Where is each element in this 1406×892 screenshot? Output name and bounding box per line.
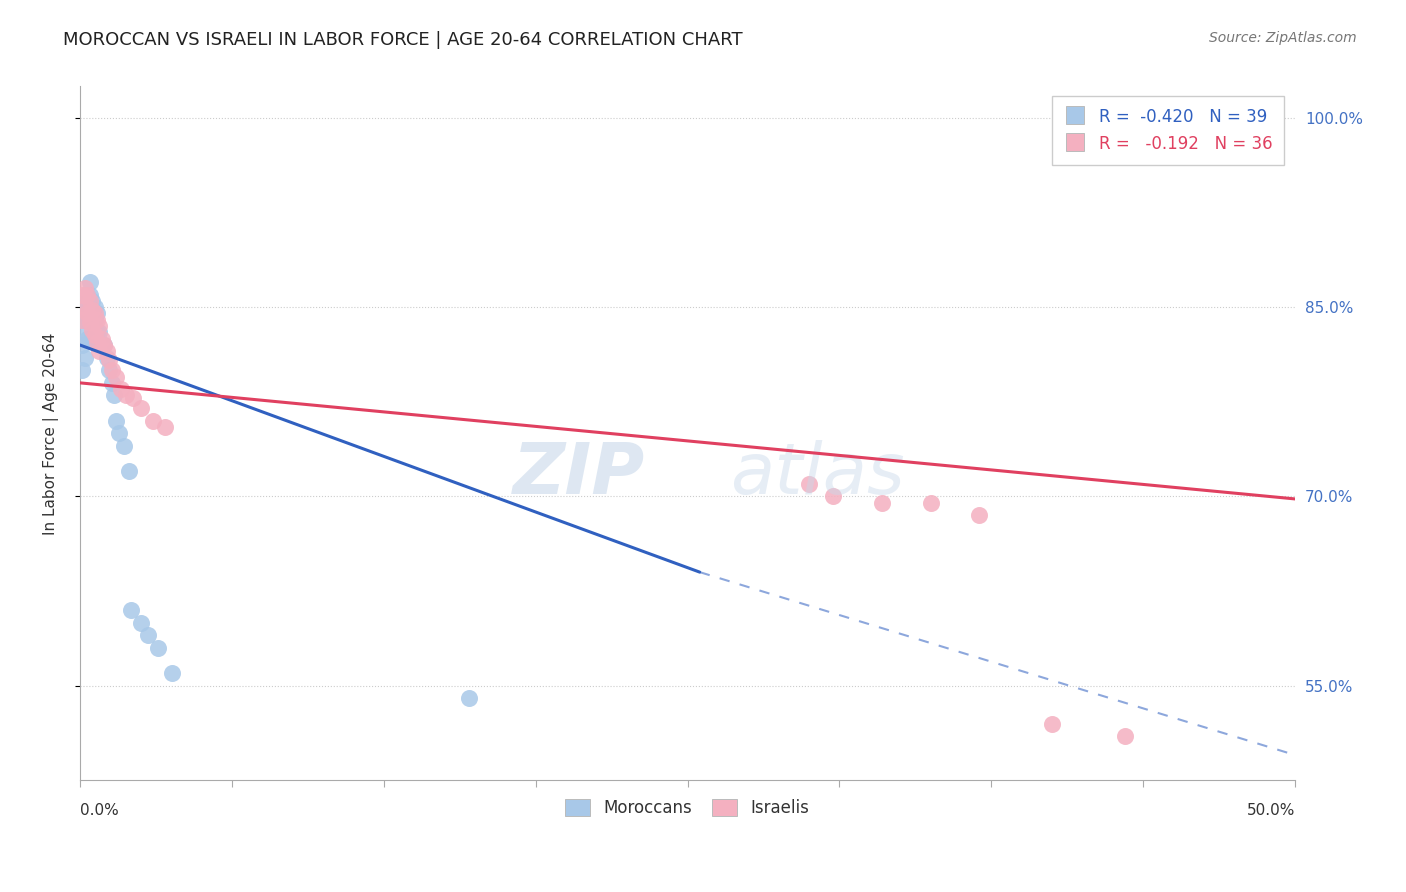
Point (89, 326, 111, 340)
Point (105, 414, 128, 428)
Point (76, 312, 98, 326)
Point (83, 300, 105, 314)
Point (83, 332, 105, 346)
Point (82, 293, 104, 308)
Point (129, 401, 152, 416)
Point (86, 326, 108, 340)
Point (86, 335, 108, 350)
Point (162, 666, 184, 681)
Point (72, 312, 94, 326)
Point (73, 281, 96, 295)
Point (129, 615, 152, 630)
Point (72, 363, 94, 377)
Point (120, 603, 142, 617)
Point (72, 312, 94, 326)
Point (86, 306, 108, 320)
Point (79, 293, 101, 308)
Point (76, 287, 98, 301)
Point (108, 426, 131, 441)
Point (83, 312, 105, 326)
Point (112, 439, 135, 453)
Point (100, 363, 122, 377)
Point (153, 420, 176, 434)
Point (110, 382, 132, 396)
Point (72, 338, 94, 352)
Point (115, 388, 138, 402)
Point (136, 628, 159, 642)
Point (76, 332, 98, 346)
Point (86, 312, 108, 326)
Point (967, 508, 990, 523)
Point (1040, 716, 1063, 731)
Point (920, 496, 942, 510)
Point (82, 302, 104, 317)
Text: Source: ZipAtlas.com: Source: ZipAtlas.com (1209, 31, 1357, 45)
Point (73, 293, 96, 308)
Point (103, 388, 125, 402)
Point (73, 300, 96, 314)
Point (79, 287, 101, 301)
Point (73, 351, 96, 365)
Text: 50.0%: 50.0% (1247, 803, 1295, 818)
Point (93, 338, 115, 352)
Legend: Moroccans, Israelis: Moroccans, Israelis (558, 792, 817, 824)
Point (73, 326, 96, 340)
Point (98, 363, 121, 377)
Point (98, 353, 121, 368)
Text: 0.0%: 0.0% (80, 803, 118, 818)
Point (76, 300, 98, 314)
Point (82, 323, 104, 337)
Point (79, 275, 101, 289)
Point (93, 338, 115, 352)
Point (146, 640, 169, 655)
Point (79, 315, 101, 329)
Point (870, 496, 893, 510)
Point (89, 344, 111, 359)
Point (105, 369, 128, 384)
Point (90, 332, 112, 346)
Point (457, 691, 479, 706)
Point (82, 332, 104, 346)
Point (79, 300, 101, 314)
Point (82, 312, 104, 326)
Point (142, 414, 165, 428)
Point (797, 476, 820, 491)
Text: ZIP: ZIP (513, 441, 645, 509)
Point (83, 306, 105, 320)
Point (89, 319, 111, 334)
Point (83, 327, 105, 342)
Point (96, 351, 118, 365)
Point (76, 306, 98, 320)
Point (72, 287, 94, 301)
Point (117, 464, 139, 478)
Text: MOROCCAN VS ISRAELI IN LABOR FORCE | AGE 20-64 CORRELATION CHART: MOROCCAN VS ISRAELI IN LABOR FORCE | AGE… (63, 31, 742, 49)
Point (73, 306, 96, 320)
Point (1114, 729, 1136, 743)
Point (100, 376, 122, 390)
Point (122, 391, 145, 405)
Point (76, 287, 98, 301)
Point (96, 344, 118, 359)
Text: atlas: atlas (730, 441, 904, 509)
Point (90, 338, 112, 352)
Y-axis label: In Labor Force | Age 20-64: In Labor Force | Age 20-64 (44, 332, 59, 534)
Point (823, 490, 845, 504)
